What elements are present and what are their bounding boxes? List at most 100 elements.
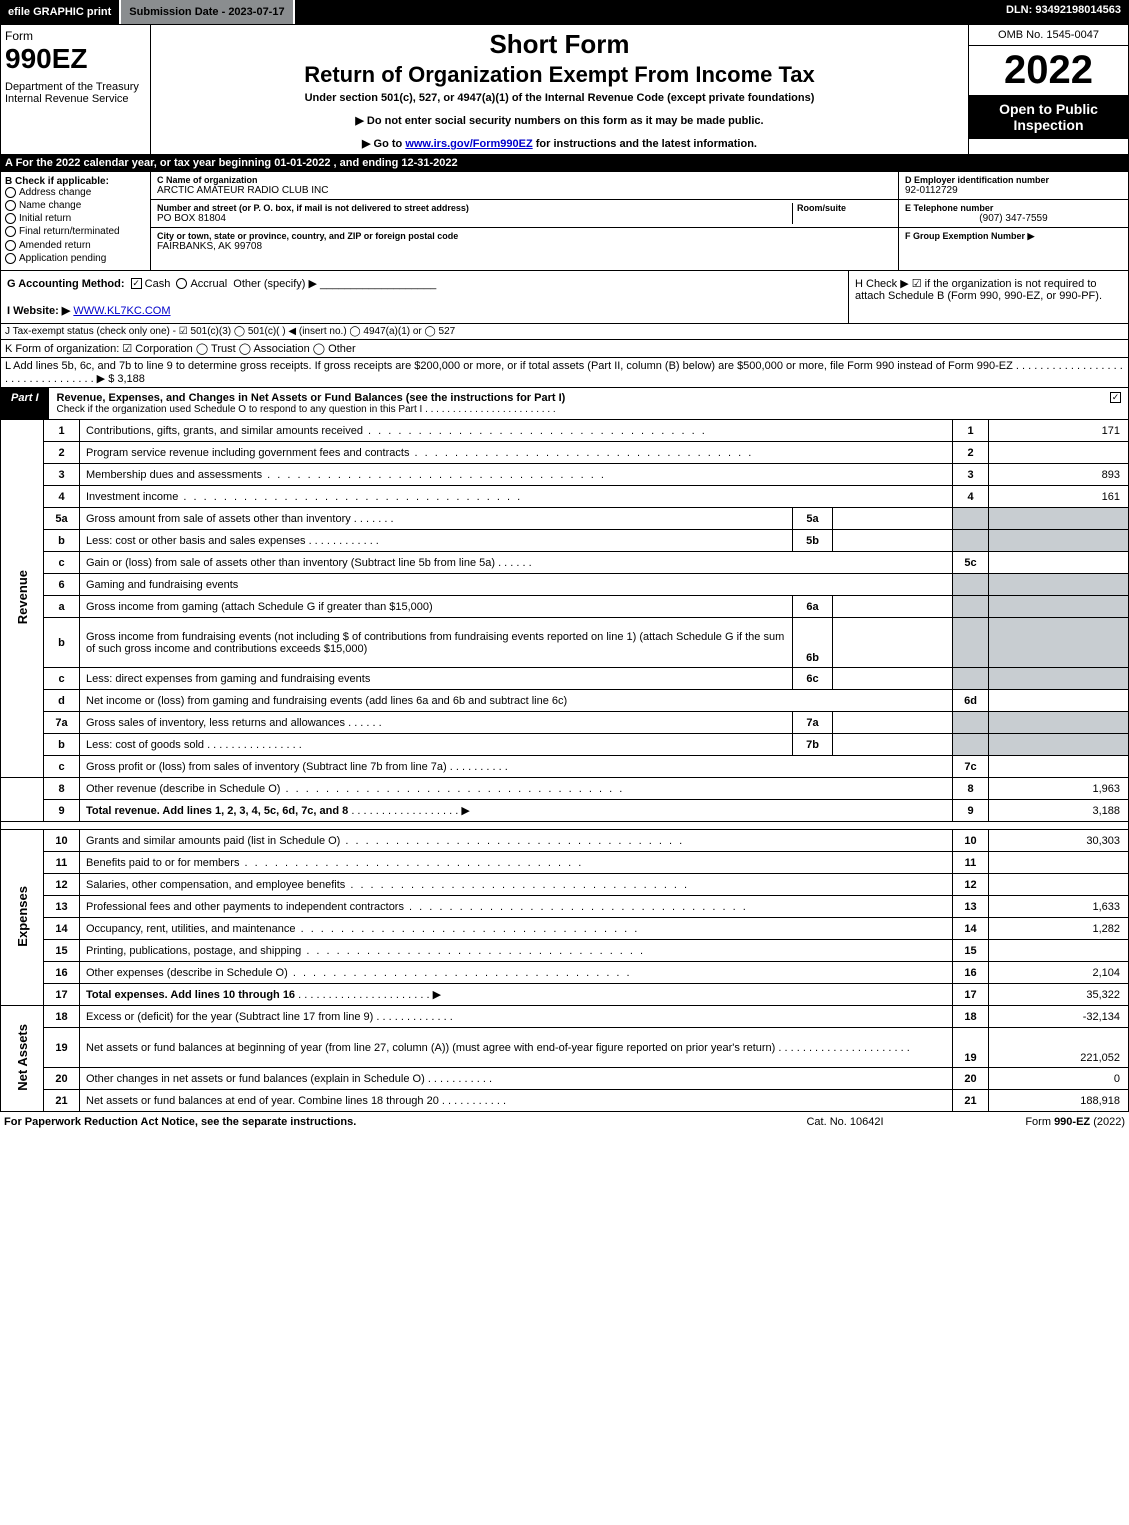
line-5b-value [833,530,953,552]
section-c-org-info: C Name of organization ARCTIC AMATEUR RA… [151,172,898,270]
dln-label: DLN: 93492198014563 [998,0,1129,24]
line-l-gross-receipts: L Add lines 5b, 6c, and 7b to line 9 to … [0,358,1129,388]
header-center: Short Form Return of Organization Exempt… [151,25,968,154]
line-11-desc: Benefits paid to or for members [86,857,239,869]
line-6b-value [833,618,953,668]
line-20-value: 0 [989,1068,1129,1090]
group-exemption-label: F Group Exemption Number ▶ [905,231,1122,242]
line-14-value: 1,282 [989,918,1129,940]
check-accrual[interactable] [176,278,187,289]
check-initial-return[interactable]: Initial return [5,213,146,224]
section-b-label: B Check if applicable: [5,176,146,187]
section-h-schedule-b: H Check ▶ ☑ if the organization is not r… [848,271,1128,323]
line-3-desc: Membership dues and assessments [86,469,262,481]
part-1-check-line: Check if the organization used Schedule … [57,404,1098,415]
part-1-schedule-o-check[interactable]: ✓ [1110,392,1121,403]
line-6b-desc: Gross income from fundraising events (no… [80,618,793,668]
city-label: City or town, state or province, country… [157,231,892,241]
line-9-value: 3,188 [989,800,1129,822]
line-6a-value [833,596,953,618]
check-cash[interactable]: ✓ [131,278,142,289]
check-name-change[interactable]: Name change [5,200,146,211]
city-state-zip: FAIRBANKS, AK 99708 [157,241,892,252]
line-6-desc: Gaming and fundraising events [80,574,953,596]
line-21-desc: Net assets or fund balances at end of ye… [86,1095,439,1107]
check-address-change[interactable]: Address change [5,187,146,198]
line-6c-desc: Less: direct expenses from gaming and fu… [80,668,793,690]
line-5b-desc: Less: cost or other basis and sales expe… [86,535,306,547]
part-1-tag: Part I [1,388,49,419]
tax-year: 2022 [969,46,1128,95]
line-5a-value [833,508,953,530]
line-5c-desc: Gain or (loss) from sale of assets other… [86,557,495,569]
line-4-desc: Investment income [86,491,178,503]
form-header: Form 990EZ Department of the Treasury In… [0,24,1129,155]
irs-link[interactable]: www.irs.gov/Form990EZ [405,138,532,150]
street-label: Number and street (or P. O. box, if mail… [157,203,792,213]
line-7c-value [989,756,1129,778]
line-7a-value [833,712,953,734]
page-footer: For Paperwork Reduction Act Notice, see … [0,1112,1129,1132]
line-15-desc: Printing, publications, postage, and shi… [86,945,301,957]
org-name: ARCTIC AMATEUR RADIO CLUB INC [157,185,892,196]
line-1-value: 171 [989,420,1129,442]
ein-value: 92-0112729 [905,185,1122,196]
form-title: Return of Organization Exempt From Incom… [155,62,964,88]
header-right: OMB No. 1545-0047 2022 Open to Public In… [968,25,1128,154]
check-amended-return[interactable]: Amended return [5,240,146,251]
line-7b-value [833,734,953,756]
check-final-return[interactable]: Final return/terminated [5,226,146,237]
form-word: Form [5,29,146,43]
line-6d-value [989,690,1129,712]
line-5c-value [989,552,1129,574]
line-6d-desc: Net income or (loss) from gaming and fun… [80,690,953,712]
line-10-desc: Grants and similar amounts paid (list in… [86,835,340,847]
line-20-desc: Other changes in net assets or fund bala… [86,1073,425,1085]
accounting-method-label: G Accounting Method: [7,278,125,290]
line-j-tax-exempt: J Tax-exempt status (check only one) - ☑… [0,324,1129,340]
line-12-value [989,874,1129,896]
line-12-desc: Salaries, other compensation, and employ… [86,879,345,891]
part-1-header: Part I Revenue, Expenses, and Changes in… [0,388,1129,420]
line-6a-desc: Gross income from gaming (attach Schedul… [80,596,793,618]
line-13-desc: Professional fees and other payments to … [86,901,404,913]
catalog-number: Cat. No. 10642I [745,1116,945,1128]
line-17-value: 35,322 [989,984,1129,1006]
open-to-public: Open to Public Inspection [969,95,1128,139]
line-19-desc: Net assets or fund balances at beginning… [86,1042,775,1054]
website-label: I Website: ▶ [7,305,70,317]
ein-label: D Employer identification number [905,175,1122,185]
line-k-form-of-org: K Form of organization: ☑ Corporation ◯ … [0,340,1129,358]
street-address: PO BOX 81804 [157,213,792,224]
line-13-value: 1,633 [989,896,1129,918]
phone-value: (907) 347-7559 [905,213,1122,224]
line-21-value: 188,918 [989,1090,1129,1112]
org-name-label: C Name of organization [157,175,892,185]
line-3-value: 893 [989,464,1129,486]
section-gh: G Accounting Method: ✓Cash Accrual Other… [0,271,1129,324]
phone-label: E Telephone number [905,203,1122,213]
section-def: D Employer identification number 92-0112… [898,172,1128,270]
line-2-value [989,442,1129,464]
efile-print-button[interactable]: efile GRAPHIC print [0,0,121,24]
line-19-value: 221,052 [989,1028,1129,1068]
check-application-pending[interactable]: Application pending [5,253,146,264]
submission-date-button[interactable]: Submission Date - 2023-07-17 [121,0,294,24]
gross-receipts-amount: 3,188 [117,373,145,385]
part-1-title: Revenue, Expenses, and Changes in Net As… [57,392,1098,404]
section-g-accounting: G Accounting Method: ✓Cash Accrual Other… [1,271,848,323]
line-8-value: 1,963 [989,778,1129,800]
website-link[interactable]: WWW.KL7KC.COM [73,305,170,317]
line-16-desc: Other expenses (describe in Schedule O) [86,967,288,979]
line-a-tax-year: A For the 2022 calendar year, or tax yea… [0,155,1129,172]
line-9-desc: Total revenue. Add lines 1, 2, 3, 4, 5c,… [86,805,348,817]
line-15-value [989,940,1129,962]
goto-prefix: ▶ Go to [362,138,405,150]
department-label: Department of the Treasury Internal Reve… [5,81,146,105]
line-6c-value [833,668,953,690]
form-subtitle: Under section 501(c), 527, or 4947(a)(1)… [155,92,964,104]
line-16-value: 2,104 [989,962,1129,984]
header-left: Form 990EZ Department of the Treasury In… [1,25,151,154]
line-7c-desc: Gross profit or (loss) from sales of inv… [86,761,447,773]
line-18-value: -32,134 [989,1006,1129,1028]
